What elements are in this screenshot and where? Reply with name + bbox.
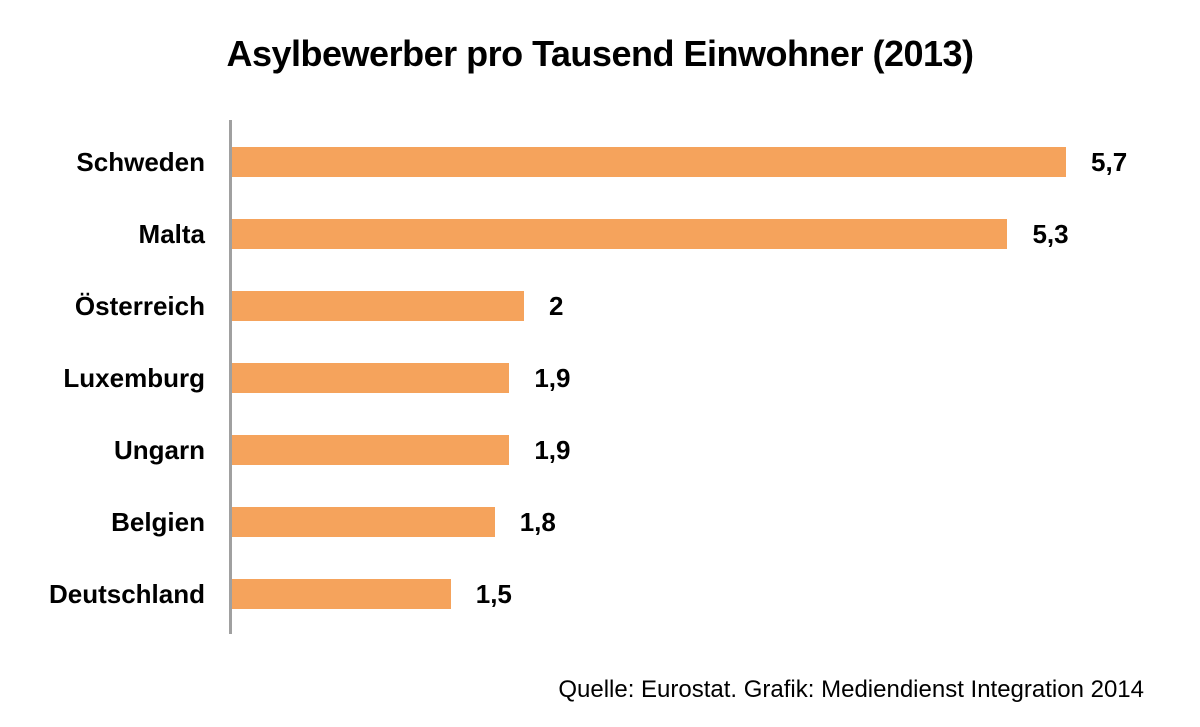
bar-row: Belgien 1,8 xyxy=(0,486,1200,558)
bar xyxy=(231,363,510,393)
bar-row: Deutschland 1,5 xyxy=(0,558,1200,630)
value-label: 5,3 xyxy=(1032,218,1069,249)
plot-area: Schweden 5,7 Malta 5,3 Österreich 2 Luxemburg 1… xyxy=(0,120,1200,634)
category-label: Schweden xyxy=(76,146,205,177)
bar-row: Malta 5,3 xyxy=(0,198,1200,270)
bar xyxy=(231,507,495,537)
bar-cell: 1,9 xyxy=(231,414,1200,486)
bar xyxy=(231,147,1067,177)
value-label: 2 xyxy=(549,290,564,321)
bar-cell: 5,3 xyxy=(231,198,1200,270)
bar-row: Schweden 5,7 xyxy=(0,126,1200,198)
bar-rows: Schweden 5,7 Malta 5,3 Österreich 2 Luxemburg 1… xyxy=(0,126,1200,630)
bar-row: Ungarn 1,9 xyxy=(0,414,1200,486)
bar-cell: 1,5 xyxy=(231,558,1200,630)
category-label: Deutschland xyxy=(48,578,205,609)
category-label: Österreich xyxy=(74,290,205,321)
value-label: 1,8 xyxy=(519,506,556,537)
value-label: 1,5 xyxy=(475,578,512,609)
bar xyxy=(231,219,1008,249)
bar-row: Luxemburg 1,9 xyxy=(0,342,1200,414)
y-axis-line xyxy=(229,120,232,634)
bar-cell: 2 xyxy=(231,270,1200,342)
category-label: Ungarn xyxy=(114,434,205,465)
value-label: 1,9 xyxy=(534,362,571,393)
value-label: 5,7 xyxy=(1091,146,1128,177)
bar xyxy=(231,291,524,321)
bar-cell: 1,9 xyxy=(231,342,1200,414)
category-label: Malta xyxy=(138,218,205,249)
category-label: Luxemburg xyxy=(63,362,205,393)
category-label: Belgien xyxy=(111,506,205,537)
chart-title: Asylbewerber pro Tausend Einwohner (2013… xyxy=(226,33,974,74)
value-label: 1,9 xyxy=(534,434,571,465)
bar xyxy=(231,579,451,609)
bar-cell: 5,7 xyxy=(231,126,1200,198)
bar-cell: 1,8 xyxy=(231,486,1200,558)
bar xyxy=(231,435,510,465)
source-caption: Quelle: Eurostat. Grafik: Mediendienst I… xyxy=(558,676,1144,703)
bar-row: Österreich 2 xyxy=(0,270,1200,342)
